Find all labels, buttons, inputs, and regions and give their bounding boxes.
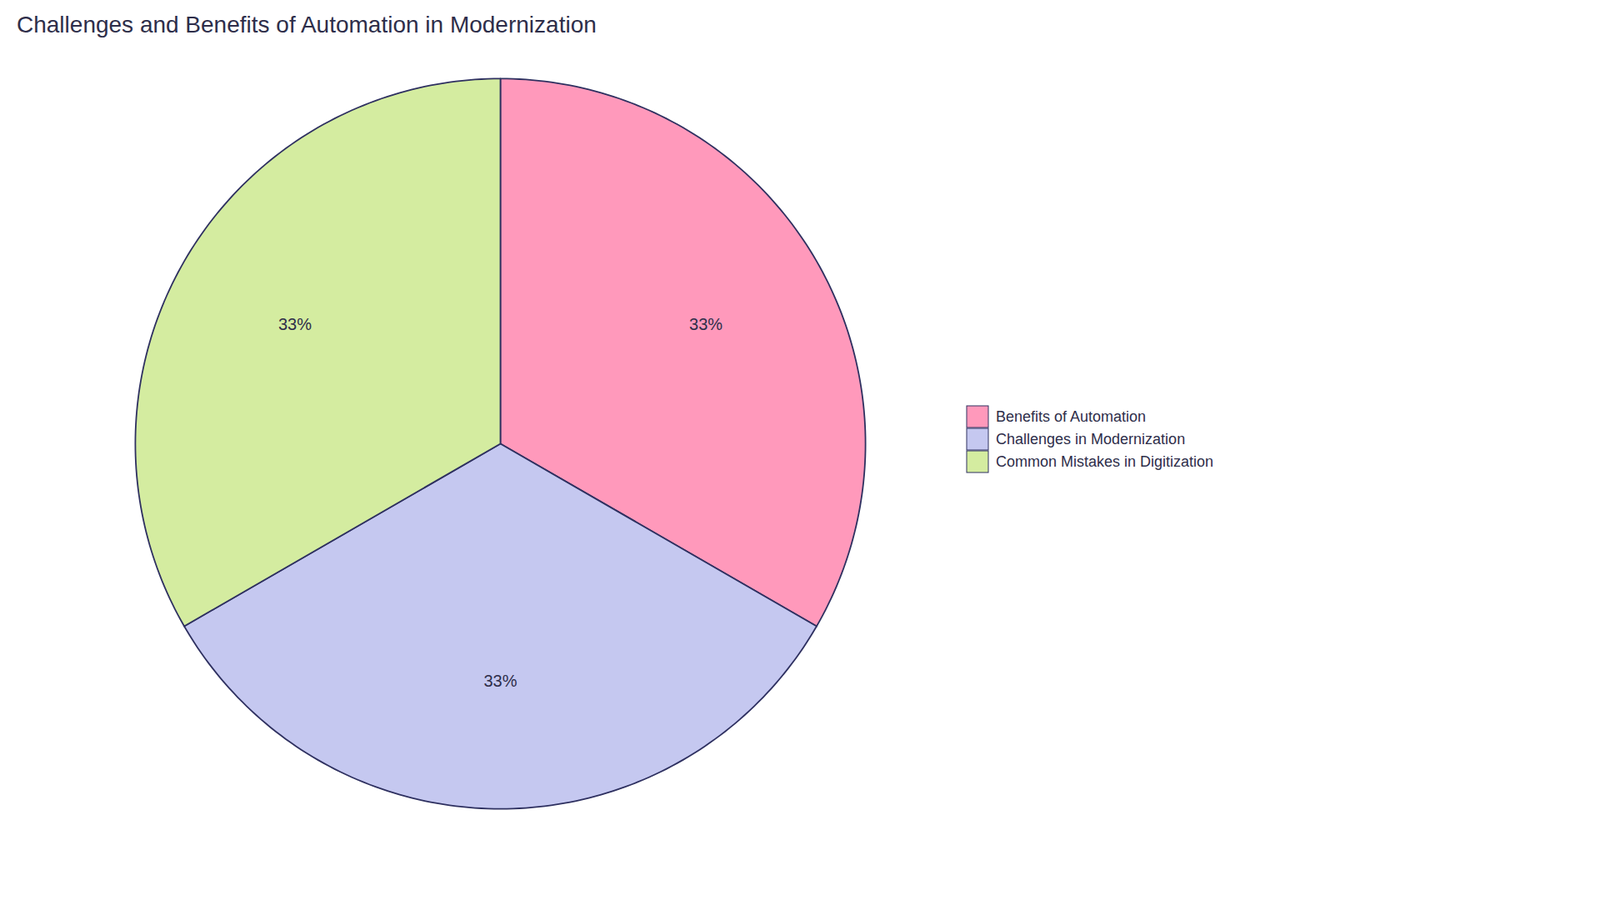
svg-text:33%: 33% — [483, 671, 517, 690]
html-text:Challenges and Benefits of Aut: Challenges and Benefits of Automation in… — [16, 11, 597, 38]
html-text:Common Mistakes in Digitizatio: Common Mistakes in Digitization — [995, 452, 1214, 470]
html-text:Benefits of Automation: Benefits of Automation — [995, 407, 1146, 425]
svg-text:33%: 33% — [278, 315, 312, 334]
html-text:Challenges in Modernization: Challenges in Modernization — [995, 430, 1186, 448]
svg-text:33%: 33% — [689, 315, 723, 334]
